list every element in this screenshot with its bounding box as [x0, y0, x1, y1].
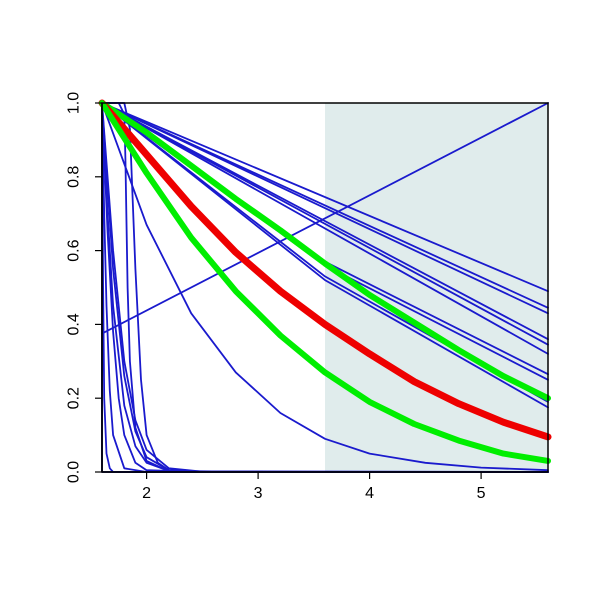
y-axis: 0.0 0.2 0.4 0.6 0.8 1.0	[66, 92, 103, 483]
series-line-1	[101, 102, 549, 335]
y-tick-label: 0.4	[66, 313, 83, 335]
series-line-6	[101, 102, 549, 346]
series-line-23	[98, 99, 552, 441]
series-line-20	[101, 102, 549, 473]
y-tick-label: 0.2	[66, 387, 83, 409]
series-layer	[98, 99, 552, 473]
series-line-24	[99, 100, 551, 464]
x-tick-label: 4	[365, 485, 374, 502]
x-axis: 2 3 4 5	[102, 471, 548, 502]
x-tick-label: 5	[477, 485, 486, 502]
x-tick-label: 3	[254, 485, 263, 502]
y-tick-label: 1.0	[66, 92, 83, 114]
series-line-2	[101, 102, 549, 293]
series-line-4	[101, 102, 549, 315]
y-tick-label: 0.8	[66, 166, 83, 188]
series-line-12	[101, 102, 549, 472]
y-tick-label: 0.0	[66, 461, 83, 483]
series-line-22	[99, 100, 551, 402]
x-tick-label: 2	[142, 485, 151, 502]
series-line-11	[101, 102, 549, 409]
series-line-7	[101, 102, 549, 355]
y-tick-label: 0.6	[66, 239, 83, 261]
series-line-21	[101, 102, 549, 473]
